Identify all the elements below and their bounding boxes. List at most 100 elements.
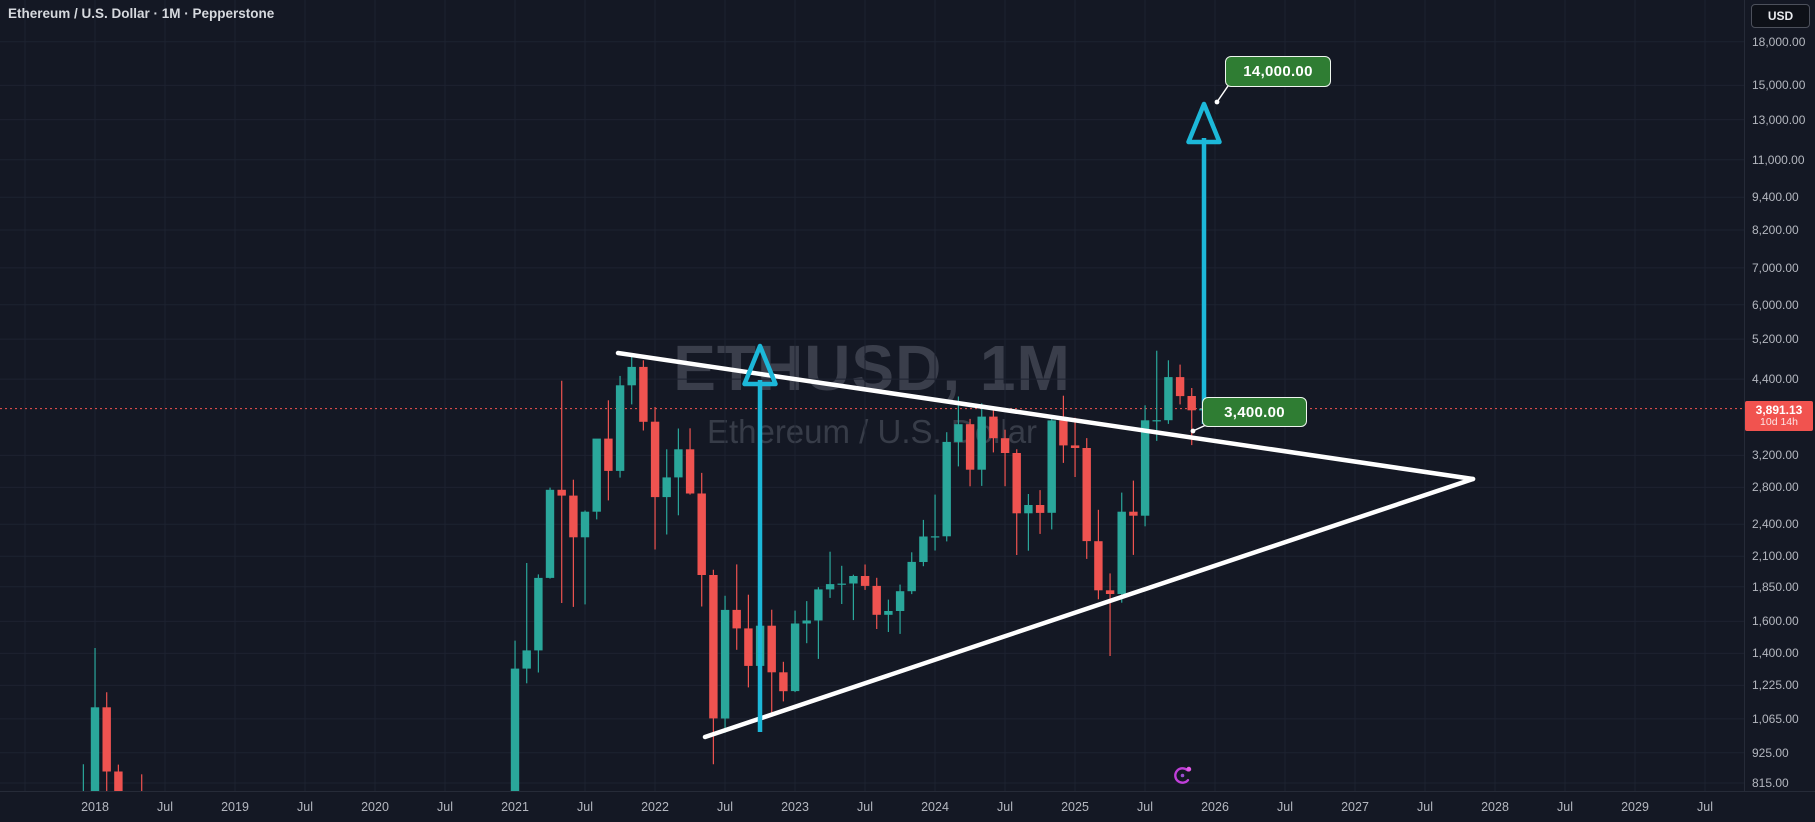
price-tick-label: 2,100.00 <box>1752 549 1799 563</box>
time-tick-label: 2019 <box>221 800 249 814</box>
candle-body <box>802 620 811 624</box>
price-tick-label: 2,400.00 <box>1752 517 1799 531</box>
upper-trendline[interactable] <box>615 350 1476 482</box>
price-tick-label: 1,850.00 <box>1752 580 1799 594</box>
candle-body <box>557 489 566 496</box>
candle-body <box>592 438 601 512</box>
candle-body <box>569 495 578 538</box>
candle-body <box>545 489 555 578</box>
time-tick-label: Jul <box>297 800 313 814</box>
price-target-label-3400[interactable]: 3,400.00 <box>1202 397 1307 427</box>
candle-body <box>720 609 730 719</box>
price-tick-label: 1,400.00 <box>1752 646 1799 660</box>
time-tick-label: Jul <box>717 800 733 814</box>
price-axis[interactable]: 18,000.00 15,000.00 13,000.00 11,000.00 9,40… <box>1744 0 1815 791</box>
price-target-label-14000[interactable]: 14,000.00 <box>1225 56 1331 87</box>
time-tick-label: Jul <box>1557 800 1573 814</box>
candle-body <box>895 591 905 611</box>
candle-body <box>849 576 858 584</box>
currency-toggle-button[interactable]: USD <box>1751 4 1810 28</box>
price-tick-label: 6,000.00 <box>1752 298 1799 312</box>
candle-body <box>604 438 613 471</box>
price-tick-label: 7,000.00 <box>1752 261 1799 275</box>
time-axis[interactable]: 2018 Jul 2019 Jul 2020 Jul 2021 Jul 2022 Jul 2023 J… <box>0 791 1815 822</box>
time-tick-label: 2026 <box>1201 800 1229 814</box>
candle-body <box>90 707 100 791</box>
current-price-label[interactable]: 3,891.13 10d 14h <box>1745 401 1813 431</box>
time-tick-label: 2025 <box>1061 800 1089 814</box>
candle-body <box>1000 438 1010 453</box>
breakout-arrow-2022-head[interactable] <box>742 343 778 387</box>
candle-body <box>1070 445 1080 448</box>
candle-body <box>580 511 590 538</box>
label-anchor-dot <box>1190 428 1196 434</box>
candle-body <box>650 421 660 498</box>
price-tick-label: 9,400.00 <box>1752 190 1799 204</box>
candle-body <box>1175 377 1185 397</box>
price-tick-label: 18,000.00 <box>1752 35 1806 49</box>
candle-body <box>1035 505 1045 513</box>
time-tick-label: 2028 <box>1481 800 1509 814</box>
candle-body <box>837 583 846 585</box>
sparkle-reaction-icon[interactable] <box>1172 764 1194 791</box>
candle-body <box>697 493 706 575</box>
candle-body <box>1129 511 1138 516</box>
time-tick-label: Jul <box>1137 800 1153 814</box>
price-tick-label: 5,200.00 <box>1752 332 1799 346</box>
candle-body <box>639 366 648 422</box>
candle-body <box>114 771 123 791</box>
candle-body <box>1012 453 1021 514</box>
price-tick-label: 1,600.00 <box>1752 614 1799 628</box>
time-tick-label: 2024 <box>921 800 949 814</box>
candle-body <box>510 668 520 791</box>
candle-body <box>685 449 695 494</box>
candle-body <box>1140 420 1150 516</box>
time-tick-label: 2023 <box>781 800 809 814</box>
candle-body <box>954 424 963 442</box>
time-tick-label: Jul <box>857 800 873 814</box>
time-tick-label: 2029 <box>1621 800 1649 814</box>
candle-body <box>709 575 718 719</box>
candle-body <box>732 609 741 629</box>
candle-body <box>744 628 753 666</box>
candle-body <box>919 536 928 562</box>
candle-body <box>674 449 683 478</box>
candle-body <box>102 707 111 772</box>
price-tick-label: 1,065.00 <box>1752 712 1799 726</box>
candle-body <box>942 441 951 537</box>
time-tick-label: 2018 <box>81 800 109 814</box>
chart-pane[interactable] <box>0 0 1744 791</box>
candle-body <box>1082 448 1091 542</box>
time-tick-label: Jul <box>1277 800 1293 814</box>
time-tick-label: Jul <box>997 800 1013 814</box>
label-anchor-dot <box>1214 99 1220 105</box>
candle-body <box>1094 541 1103 591</box>
time-tick-label: Jul <box>1417 800 1433 814</box>
candle-body <box>534 577 543 651</box>
price-tick-label: 3,200.00 <box>1752 448 1799 462</box>
candle-body <box>860 576 870 586</box>
lower-trendline[interactable] <box>702 476 1476 740</box>
candle-body <box>1059 420 1068 446</box>
candle-body <box>814 589 823 621</box>
price-tick-label: 11,000.00 <box>1752 153 1805 167</box>
candle-body <box>615 385 625 471</box>
label-pointer <box>1216 85 1229 103</box>
candle-body <box>1047 420 1056 513</box>
candle-body <box>825 584 835 590</box>
candle-body <box>965 424 975 470</box>
time-tick-label: 2021 <box>501 800 529 814</box>
candle-body <box>884 611 893 615</box>
candle-body <box>1187 396 1196 411</box>
candle-body <box>522 650 531 669</box>
candle-body <box>1164 377 1173 421</box>
price-tick-label: 2,800.00 <box>1752 480 1799 494</box>
symbol-title[interactable]: Ethereum / U.S. Dollar · 1M · Pepperston… <box>8 6 275 21</box>
price-tick-label: 1,225.00 <box>1752 678 1799 692</box>
time-tick-label: 2027 <box>1341 800 1369 814</box>
price-tick-label: 13,000.00 <box>1752 113 1806 127</box>
candle-body <box>977 416 986 470</box>
bar-countdown: 10d 14h <box>1760 415 1798 428</box>
current-price-value: 3,891.13 <box>1755 402 1803 417</box>
target-arrow-2026-head[interactable] <box>1186 101 1222 145</box>
